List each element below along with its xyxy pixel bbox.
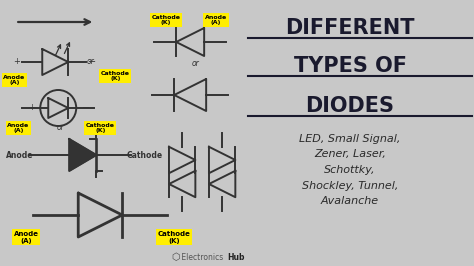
- Text: DIFFERENT: DIFFERENT: [285, 18, 415, 38]
- Text: TYPES OF: TYPES OF: [293, 56, 407, 76]
- Text: Cathode
(K): Cathode (K): [100, 70, 130, 81]
- Text: −: −: [82, 103, 91, 113]
- Text: Anode: Anode: [6, 151, 33, 160]
- Text: LED, Small Signal,
Zener, Laser,
Schottky,
Shockley, Tunnel,
Avalanche: LED, Small Signal, Zener, Laser, Schottk…: [300, 134, 401, 206]
- Text: +: +: [28, 103, 35, 113]
- Text: Cathode
(K): Cathode (K): [86, 123, 115, 134]
- Text: Electronics: Electronics: [179, 252, 226, 261]
- Text: or: or: [191, 60, 199, 69]
- Text: ⬡: ⬡: [171, 252, 180, 262]
- Text: Hub: Hub: [227, 252, 245, 261]
- Text: Anode
(A): Anode (A): [205, 15, 227, 25]
- Polygon shape: [69, 139, 96, 171]
- Text: Anode
(A): Anode (A): [3, 74, 26, 85]
- Text: or: or: [56, 123, 64, 132]
- Text: Cathode
(K): Cathode (K): [158, 231, 191, 243]
- Text: or: or: [86, 57, 94, 66]
- Text: Cathode
(K): Cathode (K): [152, 15, 181, 25]
- Text: +: +: [13, 57, 20, 66]
- Text: Cathode: Cathode: [126, 151, 162, 160]
- Text: Anode
(A): Anode (A): [14, 231, 39, 243]
- Text: Anode
(A): Anode (A): [7, 123, 29, 134]
- Text: DIODES: DIODES: [306, 96, 394, 116]
- Text: −: −: [88, 57, 96, 67]
